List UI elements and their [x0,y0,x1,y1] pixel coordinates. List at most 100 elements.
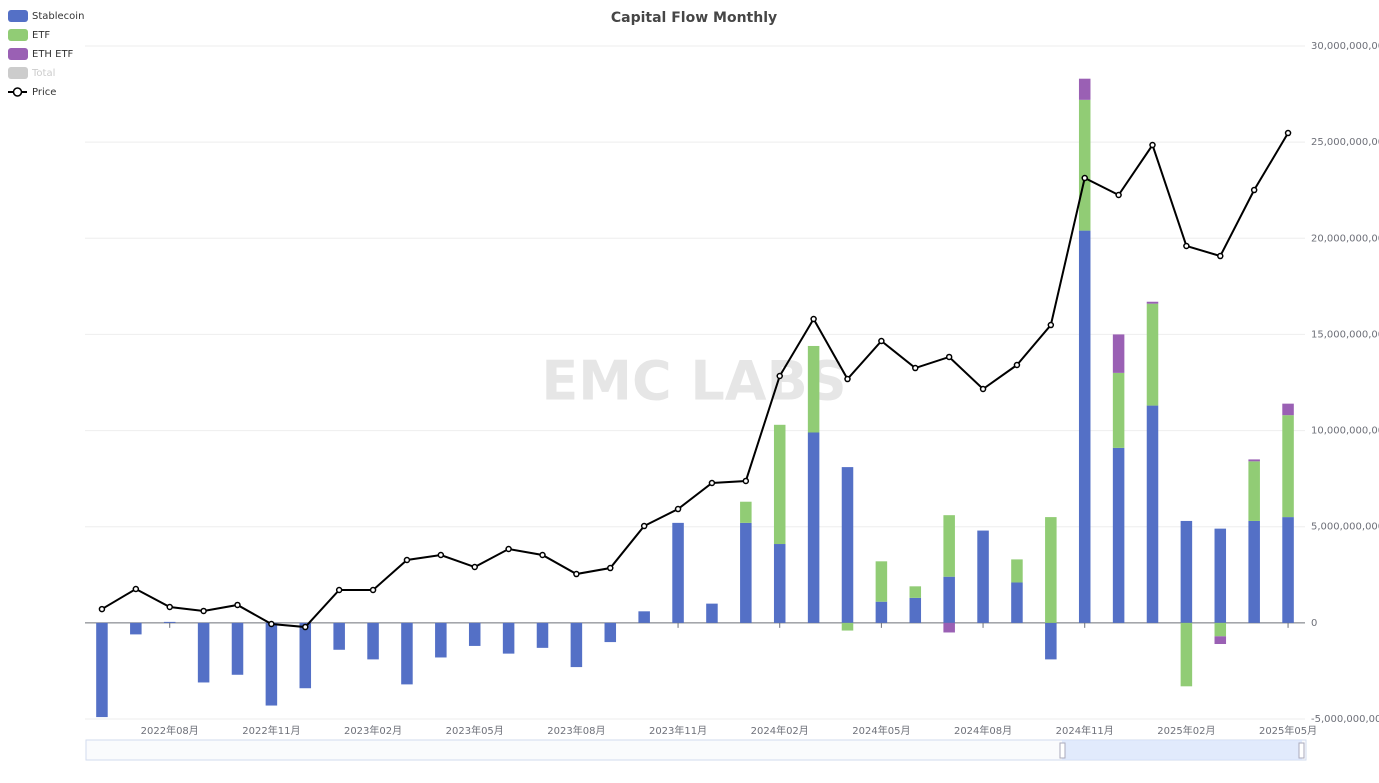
bar-segment [570,622,583,668]
bar-segment [1078,99,1091,231]
bar-segment [1112,334,1125,373]
y-tick-label: 15,000,000,000 [1311,329,1379,340]
legend-swatch [8,48,28,60]
bar-segment [672,522,684,623]
legend-swatch [8,29,28,41]
y-tick-label: 25,000,000,000 [1311,137,1379,148]
bar-segment [1146,301,1159,304]
price-point [1183,242,1190,250]
data-zoom[interactable] [85,739,1307,761]
x-tick-label: 2023年08月 [547,724,605,737]
price-point [708,479,716,487]
y-tick-label: 10,000,000,000 [1311,426,1379,437]
bar-segment [773,544,786,623]
legend-label: Stablecoin [32,11,84,22]
price-point [640,522,648,530]
bar-segment [502,622,515,654]
price-point [403,556,411,564]
x-tick-label: 2023年05月 [446,724,504,737]
zoom-handle[interactable] [1059,742,1066,759]
bar-segment [604,622,617,643]
bar-segment [1078,78,1091,100]
bar-segment [1045,622,1057,660]
legend-item[interactable]: Stablecoin [8,10,84,22]
legend-item[interactable]: Price [8,87,56,98]
price-point [1250,186,1258,194]
y-tick-label: -5,000,000,000 [1311,714,1379,725]
zoom-handle[interactable] [1298,742,1305,759]
legend-item[interactable]: ETF [8,29,50,41]
price-point [166,603,173,611]
x-tick-label: 2024年08月 [954,724,1012,737]
y-tick-label: 5,000,000,000 [1311,522,1379,533]
x-tick-label: 2024年05月 [852,724,910,737]
price-point [912,364,919,372]
price-point [810,315,817,323]
x-tick-label: 2025年05月 [1259,724,1317,737]
price-line [101,132,1289,629]
bar-segment [1214,528,1227,623]
zoom-track[interactable] [85,739,1307,761]
legend-label: ETH ETF [32,49,74,60]
price-point [674,505,682,513]
price-point [776,372,783,380]
legend-swatch [8,10,28,22]
bar-segment [1112,447,1125,623]
bar-segment [1078,230,1091,623]
price-point [234,601,241,609]
price-point [471,563,478,571]
zoom-window[interactable] [1062,740,1302,760]
bar-segment [1180,622,1193,687]
bar-segment [435,622,447,658]
price-point [200,607,207,615]
bar-segment [773,424,786,545]
bar-segment [1282,517,1294,623]
price-point [844,375,851,383]
x-tick-label: 2023年11月 [649,724,707,737]
price-point [878,337,885,345]
price-point [945,353,953,361]
price-point [505,545,512,553]
legend-marker [12,87,23,97]
bar-segment [1045,517,1057,623]
bar-segment [943,576,955,623]
legend-swatch [8,67,28,79]
bar-segment [875,601,888,623]
price-point [268,620,275,628]
price-point [132,585,140,593]
legend-item[interactable]: Total [8,67,55,79]
bar-segment [807,432,820,623]
chart-title: Capital Flow Monthly [611,10,777,26]
bar-segment [909,597,922,623]
price-point [1047,321,1055,329]
legend-label: ETF [32,30,50,41]
bar-segment [706,603,718,623]
bar-segment [265,622,278,706]
x-tick-label: 2023年02月 [344,724,402,737]
price-point [573,570,580,578]
price-point [1081,174,1088,182]
bar-segment [807,345,820,433]
x-tick-label: 2022年08月 [141,724,199,737]
price-point [539,551,546,559]
bar-segment [197,622,210,683]
bar-segment [909,586,922,598]
x-tick-label: 2025年02月 [1157,724,1215,737]
bar-segment [96,622,108,718]
bar-segment [1146,405,1159,623]
y-tick-label: 30,000,000,000 [1311,41,1379,52]
bar-segment [333,622,345,650]
bar-segment [163,621,176,623]
bar-segment [1282,415,1294,518]
bar-segment [1146,303,1159,406]
bar-segment [1180,520,1193,623]
bar-segment [536,622,549,648]
legend-item[interactable]: ETH ETF [8,48,74,60]
bar-segment [841,622,854,631]
bar-segment [1282,403,1294,416]
watermark: EMC LABS [541,350,846,413]
bar-segment [367,622,379,660]
price-point [979,385,987,393]
bar-segment [1011,559,1023,583]
